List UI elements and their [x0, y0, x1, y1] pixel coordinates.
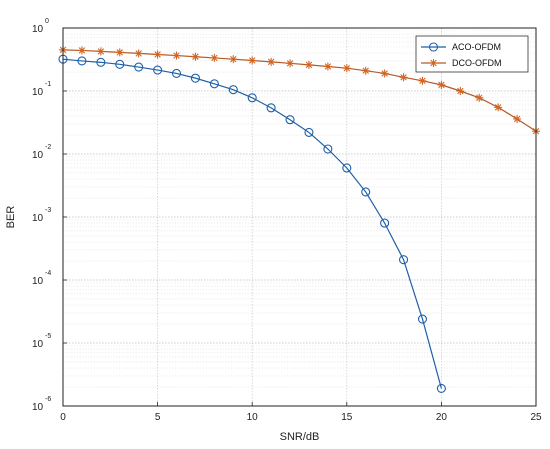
data-point	[323, 62, 332, 71]
data-point	[494, 103, 503, 112]
y-tick-exponent: -4	[45, 270, 51, 277]
data-point	[134, 49, 143, 58]
data-point	[77, 56, 87, 66]
data-point	[190, 73, 200, 83]
data-point	[171, 68, 182, 78]
data-point	[475, 93, 484, 102]
data-point	[418, 76, 427, 85]
y-tick-label: 10-5	[32, 333, 51, 350]
legend-marker	[429, 59, 438, 67]
data-point	[436, 383, 446, 393]
y-tick-label: 10-4	[32, 270, 51, 287]
data-point	[456, 87, 465, 95]
data-point	[437, 80, 446, 89]
legend-label: DCO-OFDM	[452, 58, 502, 68]
y-tick-label: 10-1	[32, 81, 51, 98]
y-tick-base: 10	[32, 402, 44, 413]
data-point	[153, 65, 163, 75]
y-tick-label: 100	[32, 18, 49, 35]
x-tick-label: 0	[60, 412, 66, 423]
data-point	[380, 218, 390, 228]
x-axis-ticks: 0 5 10 15 20 25	[60, 402, 542, 423]
data-point	[266, 103, 276, 113]
y-tick-base: 10	[32, 213, 44, 224]
data-point	[96, 47, 105, 56]
x-axis-label: SNR/dB	[280, 431, 320, 443]
y-tick-label: 10-6	[32, 396, 51, 413]
data-point	[229, 55, 238, 64]
x-tick-label: 25	[530, 412, 542, 423]
y-axis-label: BER	[5, 206, 17, 229]
series-dco-ofdm	[59, 45, 540, 136]
data-point	[361, 187, 371, 197]
data-point	[399, 73, 408, 82]
y-tick-base: 10	[32, 87, 44, 98]
data-point	[380, 69, 389, 78]
data-point	[172, 51, 181, 60]
y-tick-label: 10-2	[32, 144, 51, 161]
data-point	[115, 48, 124, 57]
data-point	[209, 79, 219, 89]
y-tick-base: 10	[32, 150, 44, 161]
data-point	[286, 59, 295, 68]
data-point	[153, 50, 162, 59]
data-point	[304, 127, 314, 137]
data-point	[96, 57, 106, 67]
data-point	[342, 163, 352, 173]
y-tick-exponent: -3	[45, 207, 51, 214]
y-tick-exponent: -5	[45, 333, 51, 340]
y-tick-exponent: -6	[45, 396, 51, 403]
y-tick-label: 10-3	[32, 207, 51, 224]
legend-marker	[428, 42, 439, 52]
data-point	[115, 59, 125, 69]
series-aco-ofdm	[58, 54, 446, 393]
data-point	[323, 144, 333, 154]
y-tick-exponent: -1	[45, 81, 51, 88]
legend: ACO-OFDM DCO-OFDM	[415, 35, 529, 73]
legend-box	[415, 35, 529, 73]
data-point	[228, 85, 238, 95]
y-tick-base: 10	[32, 276, 44, 287]
data-point	[285, 115, 295, 125]
data-point	[417, 314, 428, 324]
series-layer	[58, 45, 540, 393]
data-point	[342, 64, 351, 73]
x-tick-label: 5	[155, 412, 161, 423]
x-tick-label: 15	[341, 412, 353, 423]
data-point	[513, 114, 522, 123]
x-tick-label: 10	[247, 412, 259, 423]
legend-item-dco-ofdm: DCO-OFDM	[421, 58, 502, 68]
data-point	[399, 255, 409, 265]
data-point	[191, 52, 200, 61]
data-point	[248, 56, 257, 65]
x-tick-label: 20	[436, 412, 448, 423]
y-tick-base: 10	[32, 339, 44, 350]
data-point	[304, 60, 313, 69]
data-point	[247, 93, 257, 103]
y-tick-exponent: 0	[45, 18, 49, 25]
data-point	[77, 46, 86, 55]
series-line	[62, 58, 442, 389]
legend-label: ACO-OFDM	[452, 42, 501, 52]
y-tick-base: 10	[32, 24, 44, 35]
data-point	[267, 57, 276, 66]
data-point	[134, 62, 144, 72]
y-tick-exponent: -2	[45, 144, 51, 151]
data-point	[361, 66, 370, 75]
data-point	[210, 53, 219, 62]
legend-item-aco-ofdm: ACO-OFDM	[421, 42, 501, 52]
